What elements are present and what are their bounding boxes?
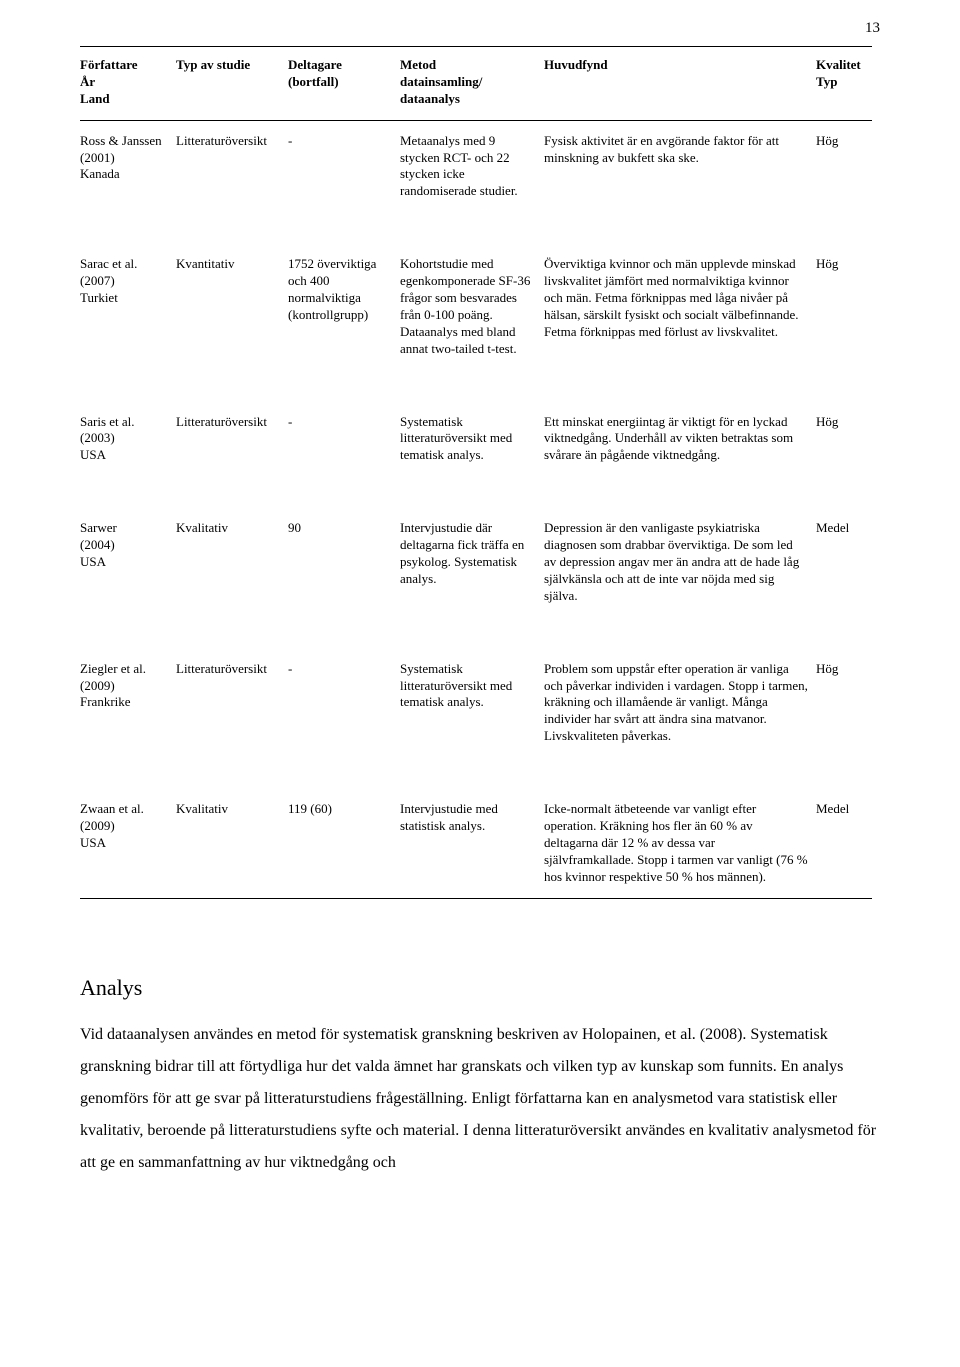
- cell-findings: Överviktiga kvinnor och män upplevde min…: [544, 250, 816, 363]
- cell-study_type: Litteraturöversikt: [176, 127, 288, 207]
- cell-method: Kohortstudie med egenkomponerade SF-36 f…: [400, 250, 544, 363]
- col-participants-header: Deltagare (bortfall): [288, 53, 400, 114]
- page: 13 Författare År Land Typ av studie Delt…: [0, 0, 960, 1367]
- col-study-type-header: Typ av studie: [176, 53, 288, 114]
- cell-method: Intervjustudie där deltagarna fick träff…: [400, 514, 544, 610]
- cell-findings: Depression är den vanligaste psykiatrisk…: [544, 514, 816, 610]
- table-header-row: Författare År Land Typ av studie Deltaga…: [80, 53, 880, 114]
- cell-method: Metaanalys med 9 stycken RCT- och 22 sty…: [400, 127, 544, 207]
- col-quality-header: Kvalitet Typ: [816, 53, 880, 114]
- cell-participants: 90: [288, 514, 400, 610]
- table-row: Sarwer (2004) USAKvalitativ90Intervjustu…: [80, 514, 880, 610]
- col-method-header: Metod datainsamling/ dataanalys: [400, 53, 544, 114]
- cell-participants: -: [288, 655, 400, 751]
- cell-findings: Problem som uppstår efter operation är v…: [544, 655, 816, 751]
- cell-participants: 1752 överviktiga och 400 normalviktiga (…: [288, 250, 400, 363]
- table-row: Zwaan et al. (2009) USAKvalitativ119 (60…: [80, 795, 880, 891]
- cell-author: Ziegler et al. (2009) Frankrike: [80, 655, 176, 751]
- cell-findings: Ett minskat energiintag är viktigt för e…: [544, 408, 816, 471]
- cell-quality: Hög: [816, 250, 880, 363]
- cell-author: Saris et al. (2003) USA: [80, 408, 176, 471]
- cell-findings: Icke-normalt ätbeteende var vanligt efte…: [544, 795, 816, 891]
- cell-author: Ross & Janssen (2001) Kanada: [80, 127, 176, 207]
- cell-study_type: Litteraturöversikt: [176, 408, 288, 471]
- cell-participants: 119 (60): [288, 795, 400, 891]
- cell-author: Sarac et al. (2007) Turkiet: [80, 250, 176, 363]
- cell-study_type: Kvalitativ: [176, 795, 288, 891]
- col-author-header: Författare År Land: [80, 53, 176, 114]
- cell-method: Intervjustudie med statistisk analys.: [400, 795, 544, 891]
- page-number: 13: [865, 20, 880, 37]
- col-findings-header: Huvudfynd: [544, 53, 816, 114]
- cell-author: Zwaan et al. (2009) USA: [80, 795, 176, 891]
- cell-method: Systematisk litteraturöversikt med temat…: [400, 408, 544, 471]
- cell-quality: Hög: [816, 408, 880, 471]
- cell-participants: -: [288, 408, 400, 471]
- cell-findings: Fysisk aktivitet är en avgörande faktor …: [544, 127, 816, 207]
- studies-table: Författare År Land Typ av studie Deltaga…: [80, 40, 880, 905]
- cell-study_type: Kvalitativ: [176, 514, 288, 610]
- cell-quality: Hög: [816, 655, 880, 751]
- table-row: Ziegler et al. (2009) FrankrikeLitteratu…: [80, 655, 880, 751]
- table-row: Saris et al. (2003) USALitteraturöversik…: [80, 408, 880, 471]
- analysis-heading: Analys: [80, 975, 880, 1001]
- cell-author: Sarwer (2004) USA: [80, 514, 176, 610]
- cell-quality: Medel: [816, 795, 880, 891]
- table-row: Ross & Janssen (2001) KanadaLitteraturöv…: [80, 127, 880, 207]
- cell-study_type: Litteraturöversikt: [176, 655, 288, 751]
- cell-study_type: Kvantitativ: [176, 250, 288, 363]
- table-row: Sarac et al. (2007) TurkietKvantitativ17…: [80, 250, 880, 363]
- cell-quality: Medel: [816, 514, 880, 610]
- cell-method: Systematisk litteraturöversikt med temat…: [400, 655, 544, 751]
- analysis-paragraph: Vid dataanalysen användes en metod för s…: [80, 1019, 880, 1179]
- cell-participants: -: [288, 127, 400, 207]
- cell-quality: Hög: [816, 127, 880, 207]
